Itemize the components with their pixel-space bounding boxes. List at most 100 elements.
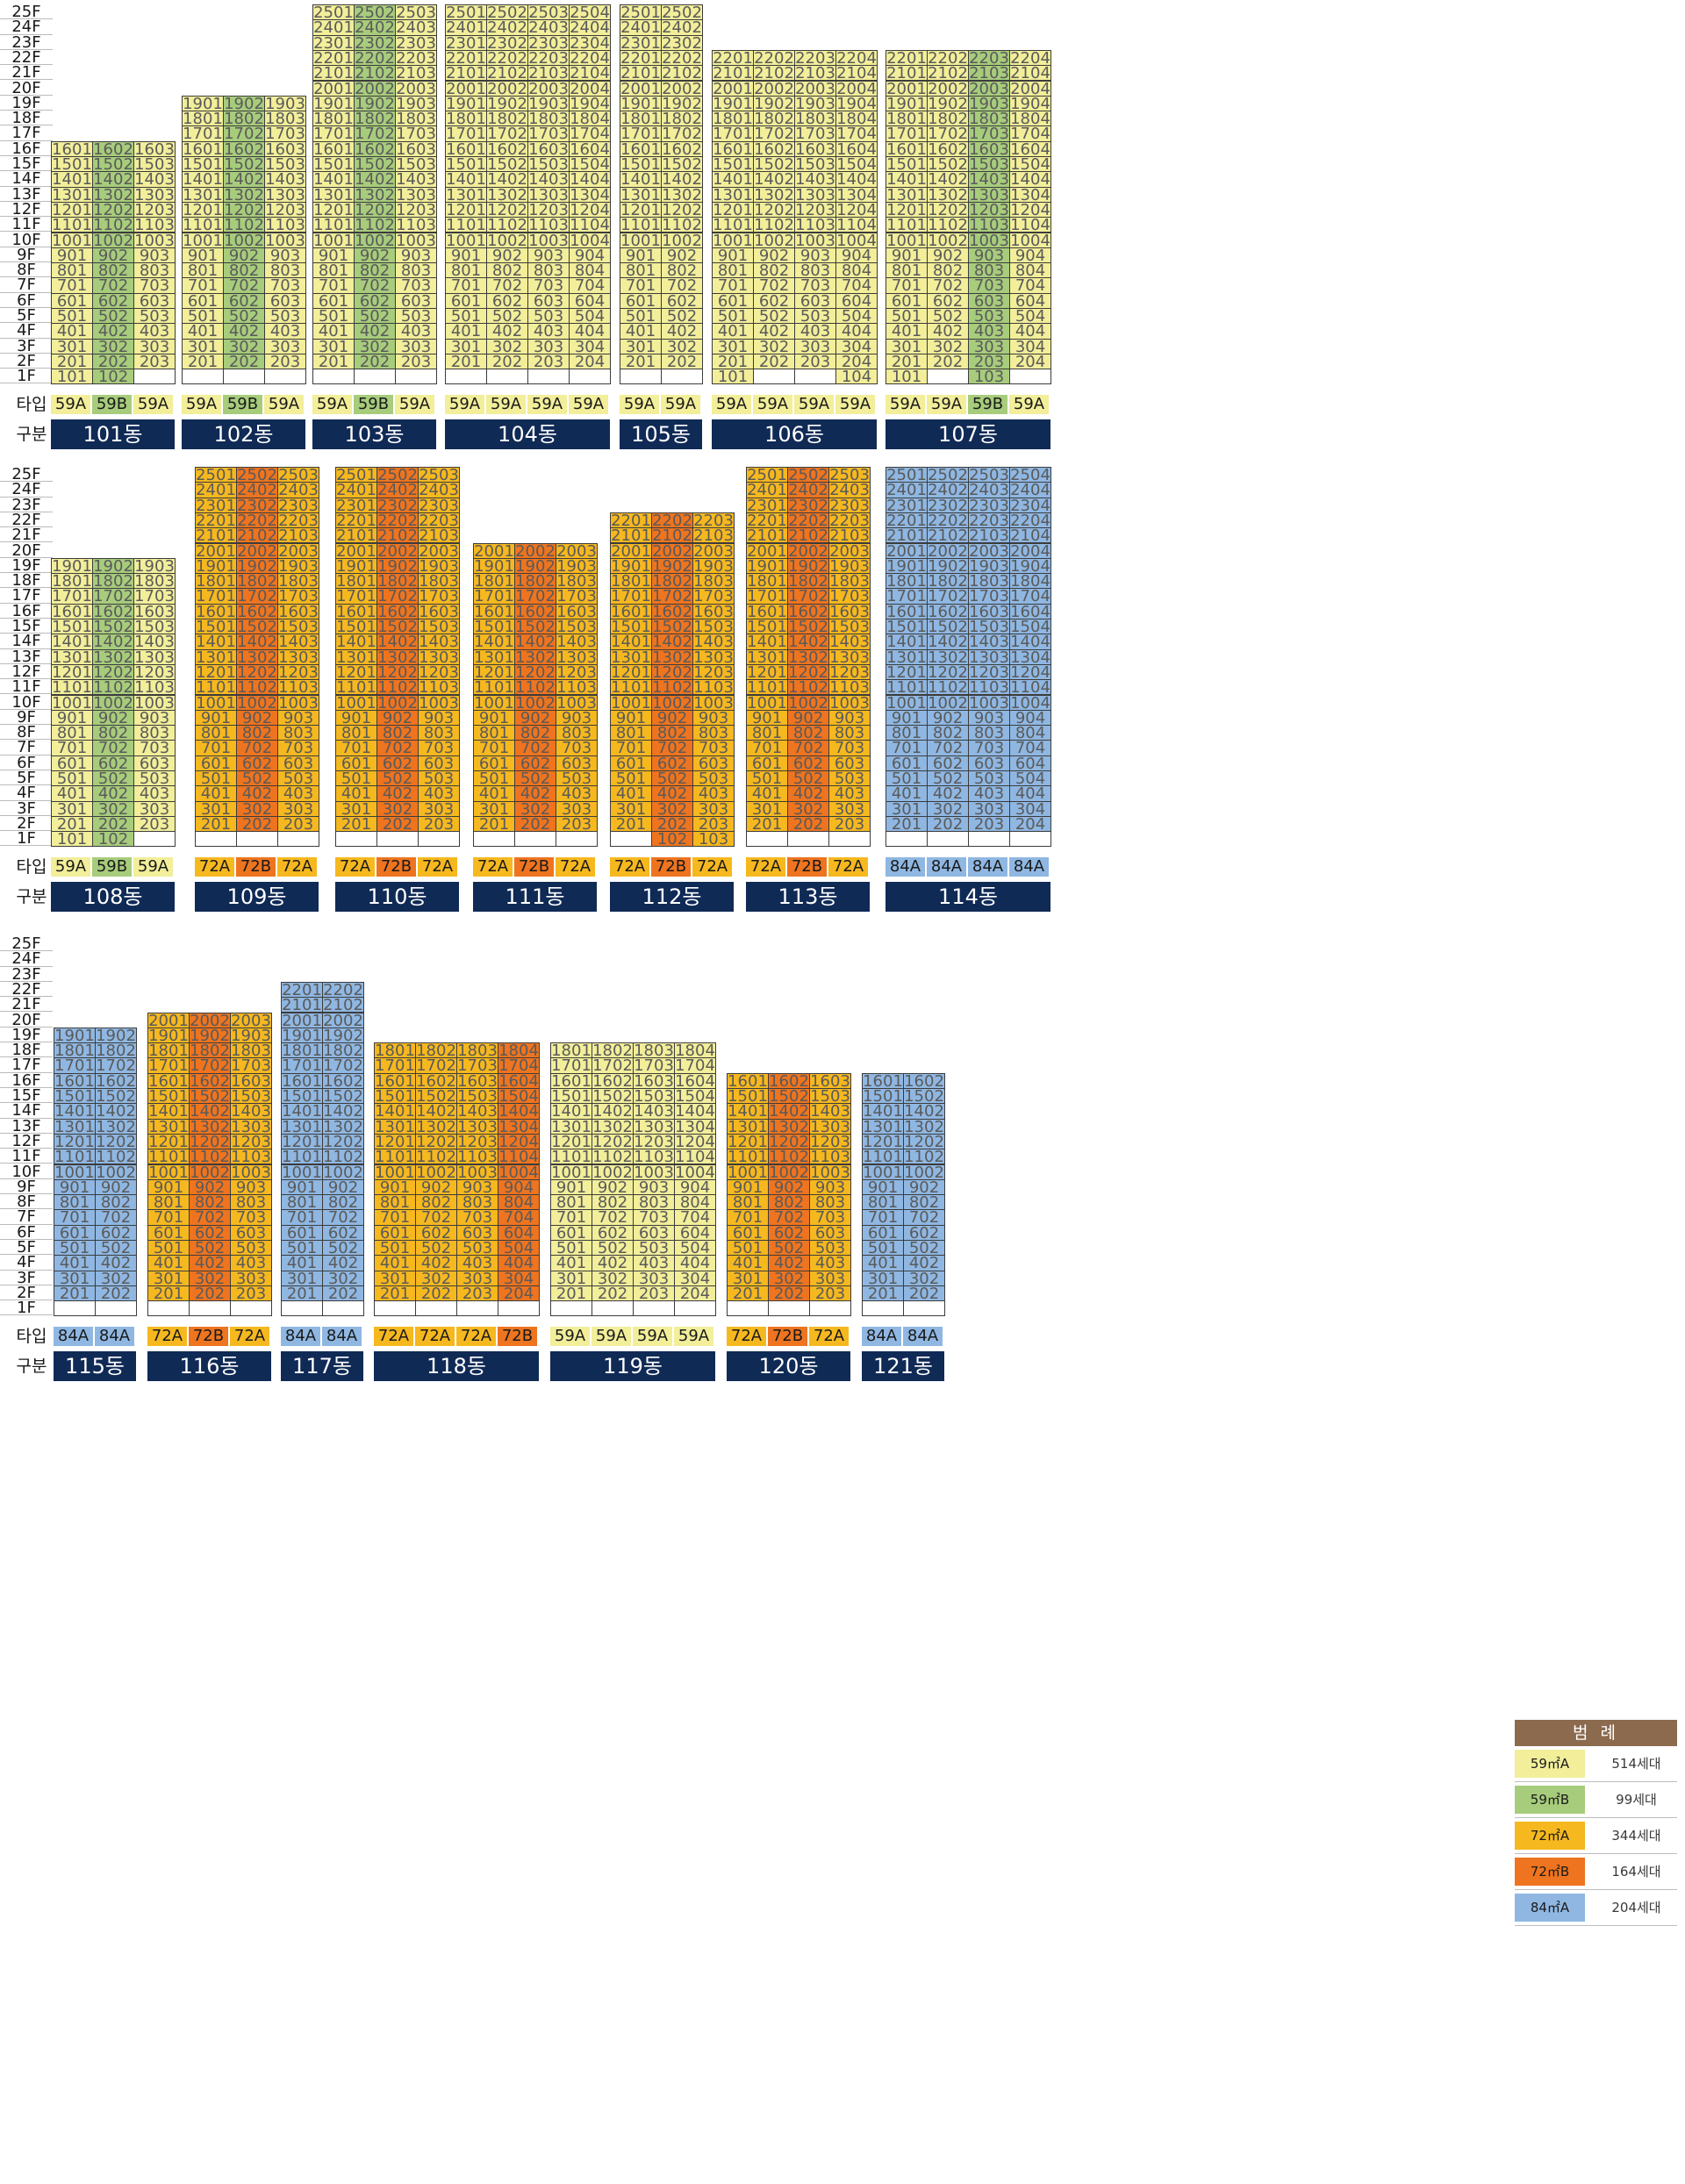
floor-label: 21F xyxy=(0,65,53,81)
unit-cell: 402 xyxy=(486,323,528,340)
floor-label: 4F xyxy=(0,323,53,339)
unit-cell: 1801 xyxy=(712,111,754,127)
unit-cell: 401 xyxy=(712,323,754,340)
unit-cell: 901 xyxy=(712,247,754,264)
unit-cell: 2003 xyxy=(794,80,836,97)
unit-cell: 903 xyxy=(968,709,1010,727)
unit-cell xyxy=(862,1300,904,1317)
unit-cell: 2001 xyxy=(147,1012,190,1028)
unit-cell: 803 xyxy=(527,262,570,279)
unit-cell: 602 xyxy=(322,1224,364,1241)
unit-cell: 1504 xyxy=(674,1088,716,1105)
unit-cell: 503 xyxy=(264,308,306,325)
unit-cell: 2004 xyxy=(1009,80,1051,97)
unit-cell: 1202 xyxy=(651,663,693,681)
building-name: 118동 xyxy=(374,1350,539,1381)
unit-cell: 1803 xyxy=(794,111,836,127)
unit-cell: 1201 xyxy=(620,201,662,218)
unit-cell: 901 xyxy=(620,247,662,264)
unit-cell: 1301 xyxy=(610,648,652,665)
unit-cell: 1603 xyxy=(264,140,306,157)
unit-cell: 203 xyxy=(968,815,1010,833)
unit-cell: 301 xyxy=(620,338,662,354)
unit-type-cell: 72A xyxy=(277,856,319,877)
unit-cell: 1001 xyxy=(281,1164,323,1180)
unit-cell: 2002 xyxy=(322,1012,364,1028)
unit-cell xyxy=(322,1300,364,1317)
unit-cell: 1701 xyxy=(886,125,928,142)
unit-cell: 1701 xyxy=(51,588,93,605)
unit-cell: 303 xyxy=(527,338,570,354)
unit-cell: 1203 xyxy=(264,201,306,218)
unit-cell: 2103 xyxy=(968,527,1010,544)
unit-cell: 1602 xyxy=(92,603,134,619)
unit-cell: 603 xyxy=(395,292,437,309)
unit-cell: 402 xyxy=(514,785,556,802)
unit-cell: 1702 xyxy=(322,1057,364,1074)
unit-cell: 1903 xyxy=(527,95,570,112)
unit-cell: 1902 xyxy=(354,95,396,112)
unit-cell: 2002 xyxy=(651,542,693,559)
unit-type-cell: 72B xyxy=(236,856,277,877)
unit-cell: 1602 xyxy=(661,140,703,157)
unit-cell: 603 xyxy=(828,755,871,771)
unit-cell xyxy=(236,831,278,848)
unit-cell: 502 xyxy=(787,770,829,787)
unit-cell: 1102 xyxy=(322,1149,364,1165)
unit-cell: 1401 xyxy=(182,171,224,188)
unit-cell: 101 xyxy=(51,831,93,848)
unit-cell: 201 xyxy=(886,353,928,370)
unit-cell: 2104 xyxy=(835,65,878,82)
unit-cell: 1601 xyxy=(473,603,515,619)
unit-type-cell: 72B xyxy=(787,856,828,877)
unit-cell: 503 xyxy=(809,1240,851,1257)
unit-cell: 201 xyxy=(195,815,237,833)
unit-cell: 702 xyxy=(768,1209,810,1226)
unit-cell: 1402 xyxy=(651,634,693,650)
unit-cell: 1201 xyxy=(54,1133,96,1150)
unit-cell: 702 xyxy=(415,1209,457,1226)
unit-cell: 704 xyxy=(498,1209,540,1226)
unit-cell: 801 xyxy=(620,262,662,279)
unit-cell: 501 xyxy=(51,770,93,787)
unit-cell: 204 xyxy=(1009,353,1051,370)
unit-cell: 1904 xyxy=(1009,557,1051,575)
unit-cell: 303 xyxy=(264,338,306,354)
unit-cell: 604 xyxy=(498,1224,540,1241)
unit-cell: 1203 xyxy=(418,663,460,681)
unit-cell: 201 xyxy=(620,353,662,370)
unit-cell: 304 xyxy=(835,338,878,354)
unit-cell: 1704 xyxy=(674,1057,716,1074)
unit-cell: 503 xyxy=(395,308,437,325)
unit-cell: 601 xyxy=(862,1224,904,1241)
unit-cell: 1801 xyxy=(335,573,377,590)
unit-cell: 1502 xyxy=(189,1088,231,1105)
unit-cell xyxy=(189,1300,231,1317)
unit-cell xyxy=(1009,831,1051,848)
unit-cell: 1503 xyxy=(828,619,871,635)
unit-cell: 704 xyxy=(569,277,611,294)
unit-type-cell: 59A xyxy=(51,394,92,414)
unit-cell: 1002 xyxy=(354,232,396,248)
unit-cell: 2101 xyxy=(610,527,652,544)
unit-cell: 1203 xyxy=(133,663,176,681)
unit-cell: 603 xyxy=(418,755,460,771)
unit-cell: 1804 xyxy=(835,111,878,127)
unit-type-cell: 72A xyxy=(809,1326,850,1346)
floor-label: 7F xyxy=(0,1209,53,1225)
unit-cell: 802 xyxy=(95,1194,137,1211)
unit-cell: 2303 xyxy=(277,497,319,513)
unit-cell: 1202 xyxy=(486,201,528,218)
unit-cell xyxy=(828,831,871,848)
unit-cell: 803 xyxy=(968,262,1010,279)
unit-cell: 1003 xyxy=(395,232,437,248)
floor-label: 18F xyxy=(0,110,53,126)
unit-cell: 1601 xyxy=(51,603,93,619)
unit-cell: 702 xyxy=(927,277,969,294)
unit-cell: 601 xyxy=(51,292,93,309)
unit-cell: 1402 xyxy=(592,1103,634,1120)
unit-cell: 702 xyxy=(236,740,278,756)
unit-cell: 203 xyxy=(133,353,176,370)
unit-cell: 1602 xyxy=(486,140,528,157)
unit-cell: 1804 xyxy=(674,1042,716,1059)
